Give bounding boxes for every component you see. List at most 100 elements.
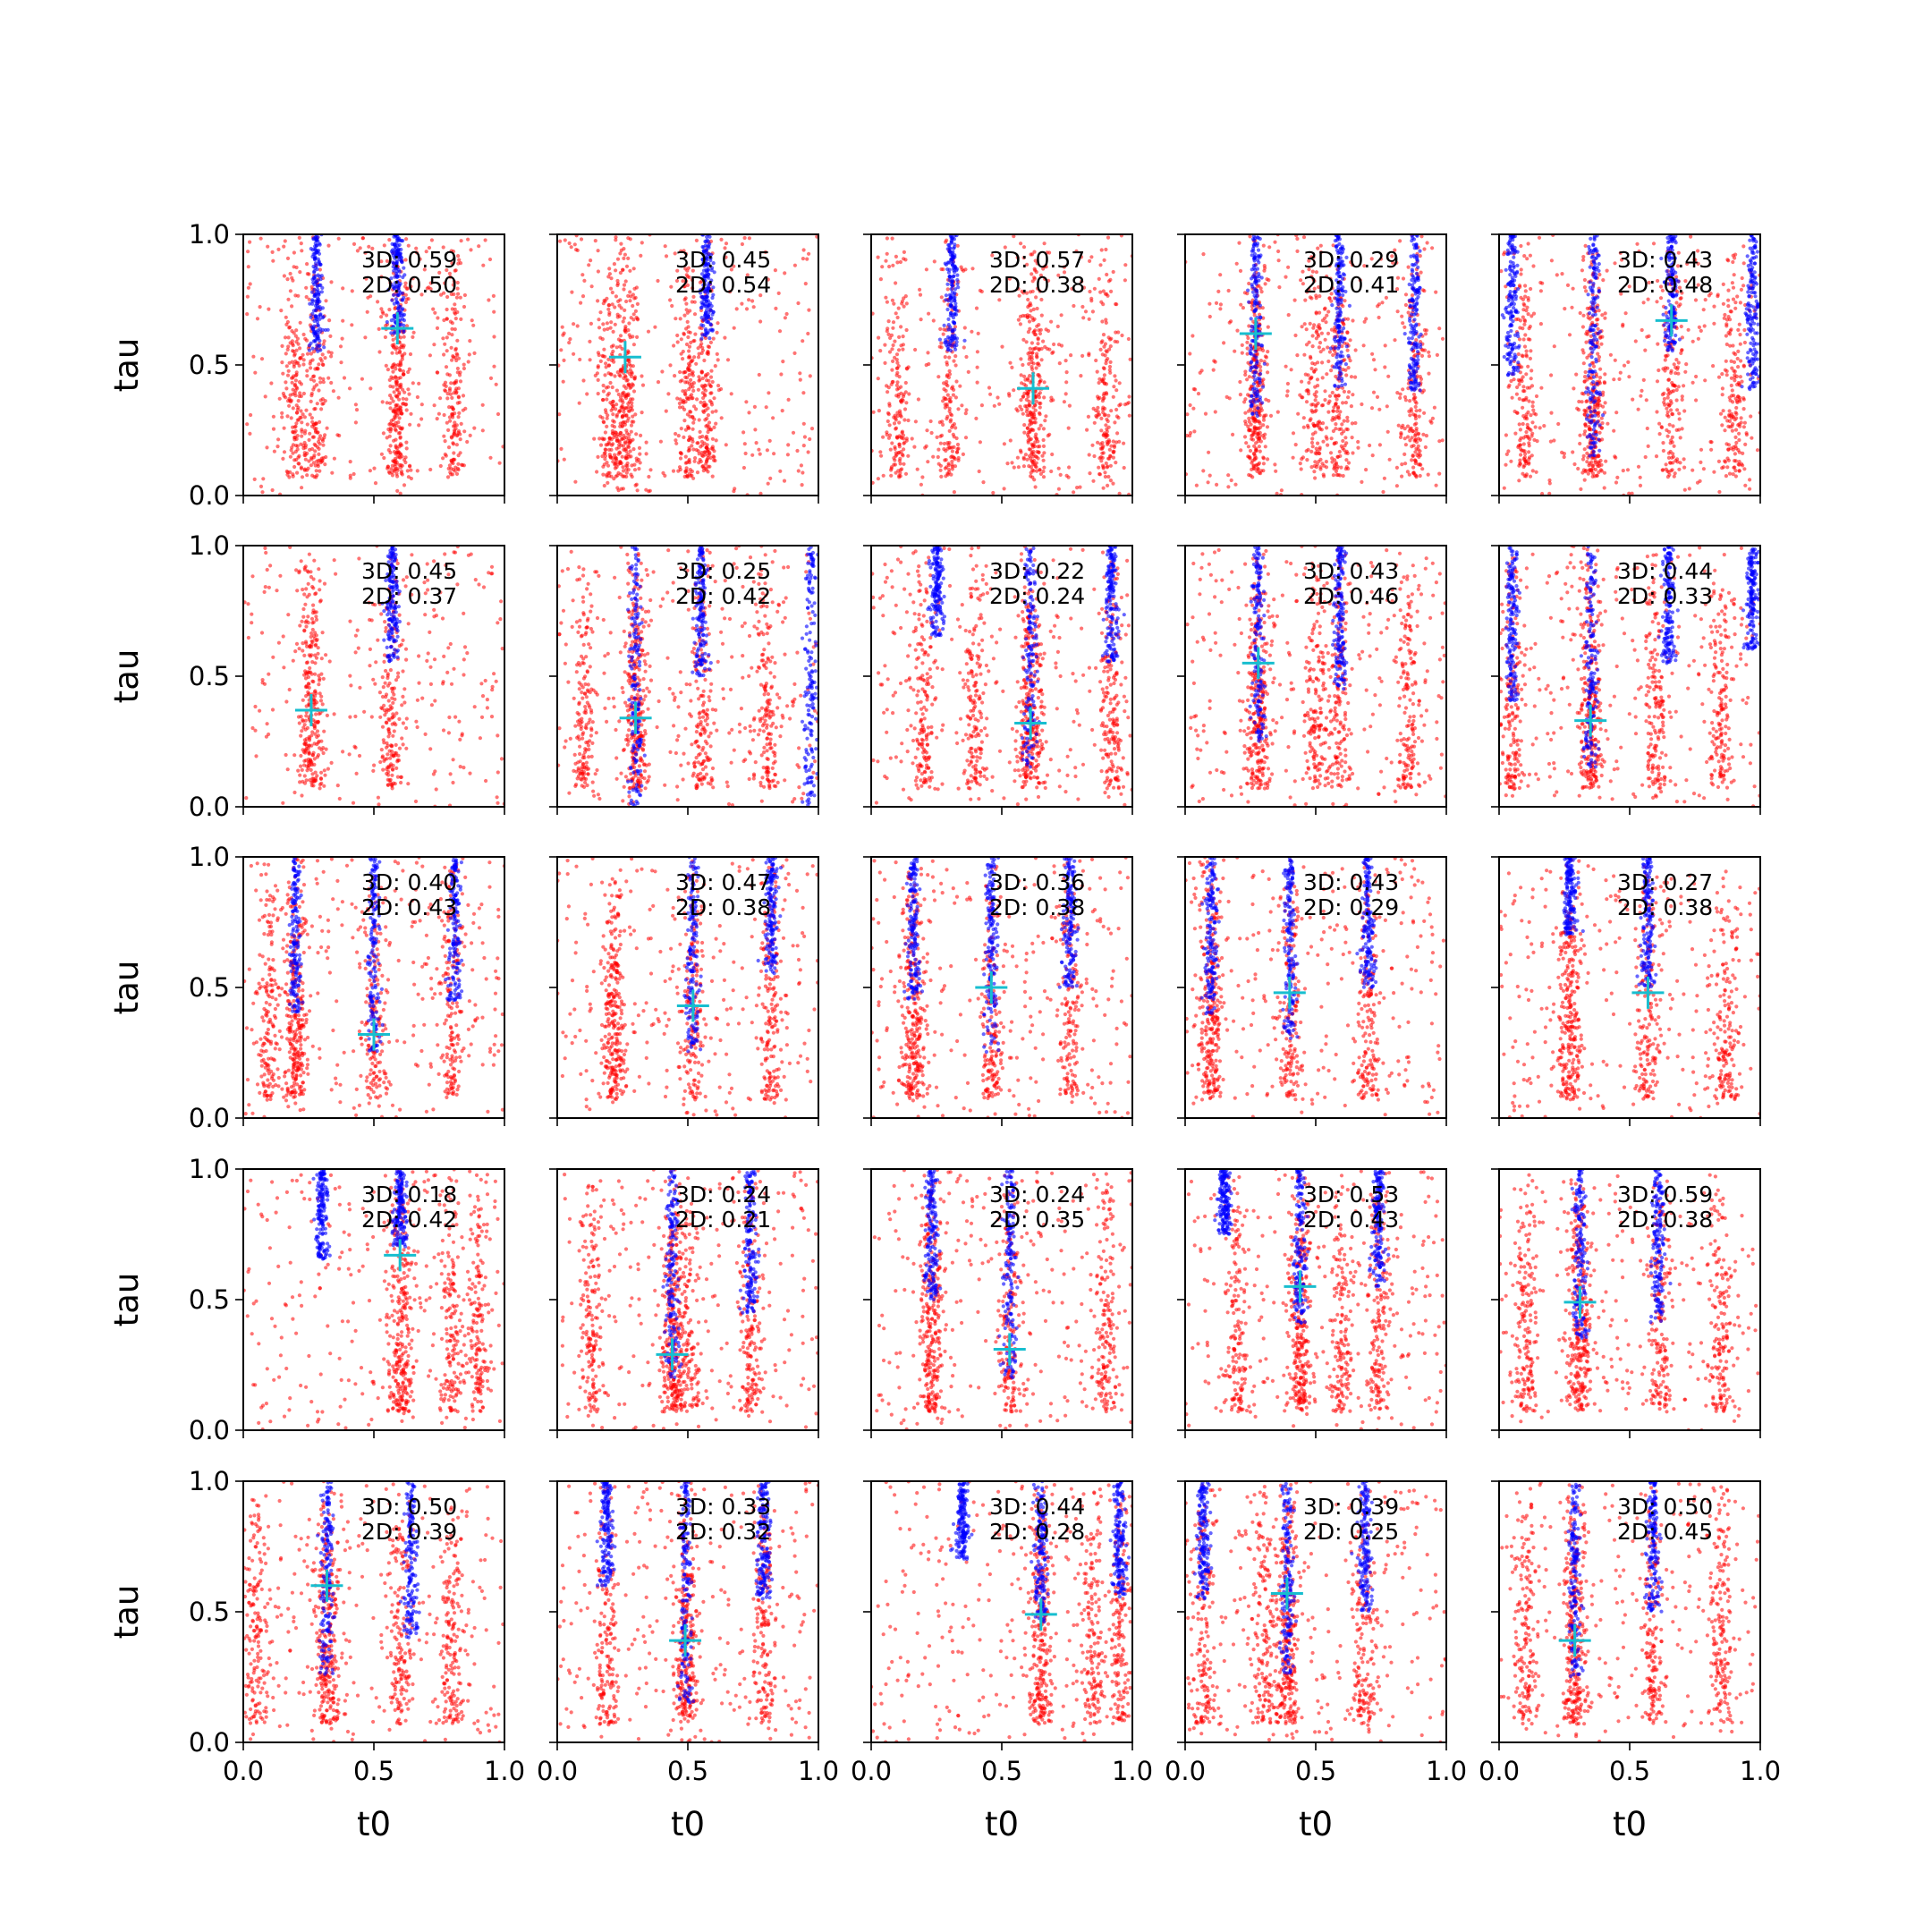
red-point [458, 379, 463, 384]
red-point [1422, 411, 1427, 415]
red-point [301, 391, 306, 396]
red-point [305, 262, 309, 267]
blue-point [1333, 346, 1337, 351]
red-point [367, 244, 371, 249]
red-point [432, 343, 436, 347]
red-point [1342, 389, 1346, 394]
red-point [1216, 289, 1221, 293]
red-point [301, 444, 306, 448]
red-point [1245, 352, 1250, 356]
red-point [768, 476, 773, 481]
blue-point [948, 348, 953, 352]
red-point [1414, 421, 1419, 426]
red-point [1261, 469, 1266, 473]
red-point [1316, 332, 1320, 336]
red-point [1419, 377, 1424, 381]
red-point [326, 350, 331, 354]
red-point [446, 331, 451, 335]
red-point [1046, 328, 1051, 334]
blue-point [318, 343, 322, 348]
red-point [1275, 410, 1280, 414]
red-point [477, 244, 481, 249]
red-point [1096, 440, 1100, 445]
red-point [431, 307, 436, 311]
red-point [286, 369, 291, 373]
red-point [311, 461, 316, 465]
red-point [1258, 439, 1263, 444]
red-point [291, 343, 295, 348]
red-point [597, 352, 601, 358]
red-point [1310, 445, 1315, 449]
red-point [329, 354, 334, 359]
red-point [766, 481, 770, 486]
red-point [1307, 258, 1311, 263]
red-point [296, 399, 301, 403]
red-point [248, 240, 252, 244]
red-point [394, 375, 398, 380]
red-point [1308, 295, 1312, 300]
red-point [742, 235, 747, 241]
red-point [1343, 358, 1347, 362]
blue-point [699, 336, 704, 341]
red-point [892, 301, 896, 306]
blue-point [317, 249, 321, 253]
red-point [1064, 370, 1069, 375]
red-point [685, 380, 690, 385]
red-point [424, 250, 428, 254]
red-point [683, 469, 688, 473]
red-point [466, 360, 470, 364]
red-point [1266, 350, 1270, 354]
blue-point [953, 334, 957, 338]
red-point [363, 335, 368, 340]
red-point [321, 443, 326, 447]
red-point [337, 433, 342, 438]
red-point [411, 381, 415, 386]
red-point [648, 468, 653, 472]
red-point [448, 392, 453, 396]
red-point [632, 468, 638, 472]
red-point [675, 333, 680, 338]
red-point [1344, 449, 1349, 453]
blue-point [1252, 251, 1257, 257]
red-point [808, 374, 812, 378]
red-point [303, 457, 308, 462]
red-point [623, 413, 627, 418]
blue-point [703, 273, 708, 277]
red-point [1021, 256, 1026, 260]
red-point [895, 413, 900, 418]
red-point [1122, 441, 1126, 445]
red-point [627, 362, 631, 367]
red-point [1117, 491, 1122, 496]
red-point [1413, 437, 1418, 442]
red-point [1019, 398, 1023, 402]
red-point [630, 419, 634, 424]
red-point [450, 411, 455, 417]
red-point [719, 237, 724, 242]
red-point [1326, 443, 1330, 447]
red-point [902, 447, 906, 452]
red-point [1103, 470, 1107, 475]
blue-point [1257, 275, 1261, 279]
red-point [469, 248, 473, 252]
blue-point [399, 310, 403, 315]
red-point [764, 405, 768, 410]
red-point [284, 315, 288, 319]
red-point [1111, 394, 1115, 399]
red-point [1038, 379, 1042, 384]
red-point [624, 470, 629, 475]
red-point [291, 443, 295, 447]
red-point [611, 404, 616, 409]
red-point [688, 368, 692, 372]
red-point [894, 366, 899, 370]
blue-point [1258, 397, 1262, 402]
red-point [906, 365, 911, 369]
red-point [786, 397, 791, 402]
red-point [301, 332, 306, 337]
red-point [627, 454, 631, 459]
red-point [1400, 462, 1404, 467]
red-point [894, 436, 900, 440]
red-point [1312, 423, 1317, 428]
red-point [723, 335, 727, 340]
red-point [309, 377, 313, 382]
